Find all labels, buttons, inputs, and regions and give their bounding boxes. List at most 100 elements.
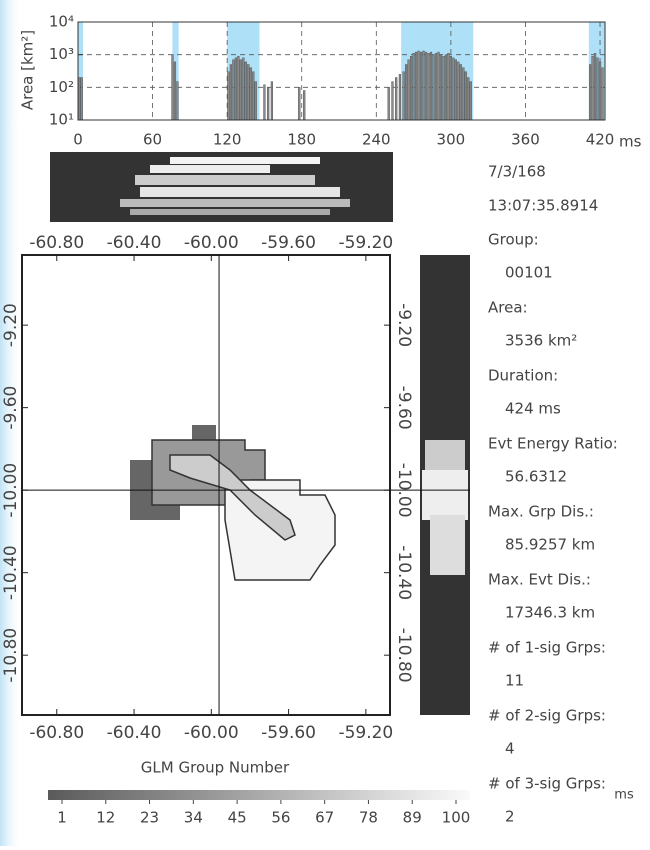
bar [424,51,428,121]
bar [176,81,179,121]
bar [395,77,398,121]
colorbar-label: 45 [228,809,247,827]
x-tick-label: -60.00 [184,233,239,253]
x-unit: ms [619,133,642,151]
bar [234,57,237,121]
colorbar-label: 23 [140,809,159,827]
y-tick-label: -9.60 [394,386,414,430]
bar [419,51,423,121]
colorbar-unit: ms [614,788,634,803]
bar [467,77,470,121]
info-label: # of 1-sig Grps: [488,639,606,657]
bar [173,61,177,121]
bar [459,64,462,121]
bar [252,71,255,121]
info-label: Max. Evt Dis.: [488,571,591,589]
bar [237,55,240,121]
bar [410,55,413,121]
info-value: 424 ms [505,400,561,418]
y-tick-label: -10.80 [1,628,21,683]
y-tick-label: 10¹ [49,111,74,129]
y-tick-label: -9.20 [1,303,21,347]
bar [469,81,472,121]
x-tick-label: 360 [511,131,540,149]
bar [254,81,257,121]
bar [412,53,415,121]
colorbar-label: 100 [442,809,471,827]
colorbar-label: 34 [184,809,203,827]
x-tick-label: 420 [586,131,615,149]
bar [429,51,433,121]
x-tick-label: 240 [362,131,391,149]
strip-pattern [120,157,350,215]
y-tick-label: 10³ [49,45,74,63]
info-time: 13:07:35.8914 [488,197,598,215]
y-tick-label: -10.00 [1,463,21,518]
bar [270,81,273,121]
colorbar-label: 89 [403,809,422,827]
y-tick-label: 10² [49,78,74,96]
bar [402,71,405,121]
plot-frame [77,21,606,121]
x-tick-label: 300 [437,131,466,149]
bar [591,55,594,121]
bar [588,64,592,121]
x-tick-label: 120 [213,131,242,149]
x-tick-label: -59.60 [261,233,316,253]
bar [303,90,306,121]
info-value: 85.9257 km [505,536,595,554]
x-tick-label: -59.60 [261,723,316,743]
bar [387,87,390,121]
bar [442,55,445,121]
y-tick-label: -10.40 [394,545,414,600]
x-tick-label: -59.20 [338,233,393,253]
info-value: 2 [505,808,515,826]
info-value: 4 [505,740,515,758]
info-label: Evt Energy Ratio: [488,435,618,453]
bar [407,59,410,121]
y-tick-label: -9.20 [394,303,414,347]
bar [437,51,440,121]
bar [462,67,465,121]
y-tick-label: -10.80 [394,628,414,683]
bar [596,57,599,121]
info-value: 00101 [505,264,553,282]
info-label: # of 3-sig Grps: [488,775,606,793]
bar [444,54,448,121]
bar [449,55,452,121]
bar [80,77,83,121]
info-value: 11 [505,672,524,690]
x-tick-label: 60 [143,131,162,149]
bar [244,61,247,121]
bar [171,54,174,121]
y-axis-label: Area [km²] [19,30,37,110]
bar [391,81,394,121]
info-value: 56.6312 [505,468,567,486]
bar [405,64,408,121]
bar [447,53,450,121]
x-tick-label: -59.20 [338,723,393,743]
bar [247,64,250,121]
colorbar-label: 56 [271,809,290,827]
bar [432,54,435,121]
x-tick-label: -60.80 [29,723,84,743]
info-date: 7/3/168 [488,163,546,181]
bar [598,61,602,121]
x-tick-label: -60.00 [184,723,239,743]
bar [464,71,467,121]
bar [457,61,460,121]
bar [417,50,420,121]
info-value: 17346.3 km [505,604,595,622]
colorbar-label: 1 [57,809,67,827]
bar [239,59,242,121]
bar [427,53,430,121]
bar [439,54,443,121]
bar [398,74,402,121]
info-label: Area: [488,299,528,317]
y-tick-label: -10.40 [1,545,21,600]
info-label: Duration: [488,367,558,385]
bar [227,71,230,121]
bar [78,77,81,121]
